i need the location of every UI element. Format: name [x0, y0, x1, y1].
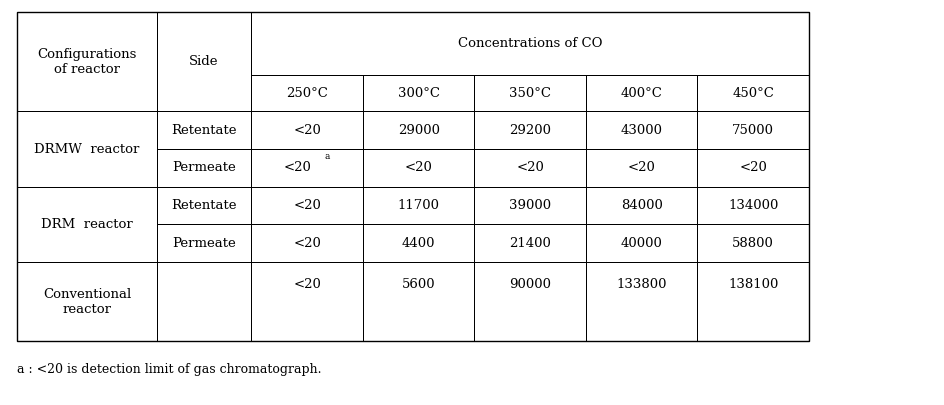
Bar [157, 224, 251, 262]
Text: 58800: 58800 [732, 237, 773, 250]
Text: <20: <20 [283, 161, 312, 175]
Text: 300°C: 300°C [397, 87, 439, 100]
Text: DRMW  reactor: DRMW reactor [34, 143, 140, 156]
Bar [585, 149, 697, 187]
Bar [474, 75, 585, 111]
Bar [697, 75, 808, 111]
Text: 4400: 4400 [401, 237, 435, 250]
Text: <20: <20 [293, 237, 321, 250]
Text: <20: <20 [738, 161, 767, 175]
Bar [585, 187, 697, 224]
Bar [157, 111, 251, 149]
Bar [474, 224, 585, 262]
Bar [157, 149, 251, 187]
Text: <20: <20 [515, 161, 544, 175]
Bar [157, 262, 251, 341]
Bar [17, 187, 157, 262]
Text: a : <20 is detection limit of gas chromatograph.: a : <20 is detection limit of gas chroma… [17, 363, 321, 376]
Text: 11700: 11700 [397, 199, 439, 212]
Bar [362, 111, 474, 149]
Text: 134000: 134000 [727, 199, 778, 212]
Bar [585, 111, 697, 149]
Text: 90000: 90000 [509, 278, 550, 291]
Text: 21400: 21400 [509, 237, 550, 250]
Bar [17, 12, 808, 341]
Bar [362, 75, 474, 111]
Text: 250°C: 250°C [286, 87, 328, 100]
Text: Retentate: Retentate [171, 124, 237, 137]
Bar [474, 262, 585, 341]
Text: <20: <20 [404, 161, 432, 175]
Text: 29000: 29000 [397, 124, 439, 137]
Bar [251, 12, 808, 75]
Bar [362, 187, 474, 224]
Text: Permeate: Permeate [172, 237, 236, 250]
Bar [157, 12, 251, 111]
Text: 5600: 5600 [401, 278, 435, 291]
Bar [697, 149, 808, 187]
Text: 350°C: 350°C [509, 87, 550, 100]
Text: 138100: 138100 [727, 278, 778, 291]
Bar [251, 149, 362, 187]
Bar [697, 224, 808, 262]
Text: 84000: 84000 [620, 199, 662, 212]
Text: <20: <20 [293, 199, 321, 212]
Text: a: a [324, 151, 329, 160]
Bar [474, 187, 585, 224]
Text: 75000: 75000 [732, 124, 773, 137]
Bar [474, 149, 585, 187]
Text: 133800: 133800 [615, 278, 666, 291]
Text: Side: Side [189, 55, 219, 68]
Text: Configurations
of reactor: Configurations of reactor [37, 48, 137, 76]
Bar [17, 262, 157, 341]
Bar [251, 187, 362, 224]
Bar [251, 262, 362, 341]
Bar [17, 111, 157, 187]
Bar [362, 149, 474, 187]
Text: 400°C: 400°C [620, 87, 662, 100]
Text: Conventional
reactor: Conventional reactor [42, 288, 131, 315]
Text: Concentrations of CO: Concentrations of CO [458, 37, 601, 50]
Text: DRM  reactor: DRM reactor [41, 218, 133, 231]
Bar [251, 224, 362, 262]
Text: <20: <20 [627, 161, 655, 175]
Bar [157, 187, 251, 224]
Text: 40000: 40000 [620, 237, 662, 250]
Text: 29200: 29200 [509, 124, 550, 137]
Text: <20: <20 [293, 124, 321, 137]
Text: 43000: 43000 [620, 124, 662, 137]
Text: <20: <20 [293, 278, 321, 291]
Bar [251, 111, 362, 149]
Bar [585, 262, 697, 341]
Bar [585, 224, 697, 262]
Bar [697, 187, 808, 224]
Text: 450°C: 450°C [732, 87, 773, 100]
Bar [362, 262, 474, 341]
Bar [17, 12, 157, 111]
Text: Retentate: Retentate [171, 199, 237, 212]
Bar [585, 75, 697, 111]
Bar [697, 111, 808, 149]
Bar [362, 224, 474, 262]
Text: Permeate: Permeate [172, 161, 236, 175]
Bar [474, 111, 585, 149]
Text: 39000: 39000 [509, 199, 550, 212]
Bar [697, 262, 808, 341]
Bar [251, 75, 362, 111]
